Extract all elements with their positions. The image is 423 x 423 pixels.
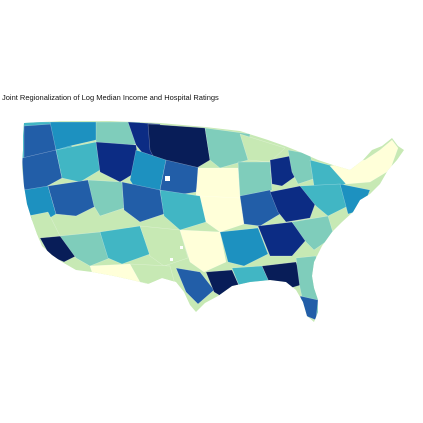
region-35: [219, 227, 269, 267]
region-24: [159, 189, 207, 231]
us-landmass: [22, 121, 404, 322]
region-32: [99, 225, 151, 265]
region-15: [269, 155, 297, 187]
blank-county-1: [180, 246, 183, 249]
region-33: [139, 225, 189, 267]
region-9: [55, 141, 101, 183]
regions-layer: [22, 121, 399, 321]
region-6: [204, 127, 251, 169]
region-21: [47, 179, 97, 217]
region-22: [87, 179, 125, 217]
region-45: [299, 295, 319, 321]
map-title: Joint Regionalization of Log Median Inco…: [2, 93, 219, 102]
region-37: [291, 215, 335, 251]
region-28: [299, 183, 349, 217]
region-18: [329, 139, 399, 185]
region-23: [121, 181, 165, 223]
region-39: [129, 263, 177, 289]
region-25: [199, 195, 245, 233]
blank-county-2: [170, 258, 173, 261]
region-40: [175, 267, 215, 305]
region-10: [95, 141, 141, 183]
blank-county-0: [165, 176, 170, 181]
region-31: [59, 231, 111, 267]
region-26: [239, 189, 281, 227]
region-36: [257, 221, 307, 257]
region-34: [179, 229, 227, 273]
region-2: [49, 121, 101, 151]
